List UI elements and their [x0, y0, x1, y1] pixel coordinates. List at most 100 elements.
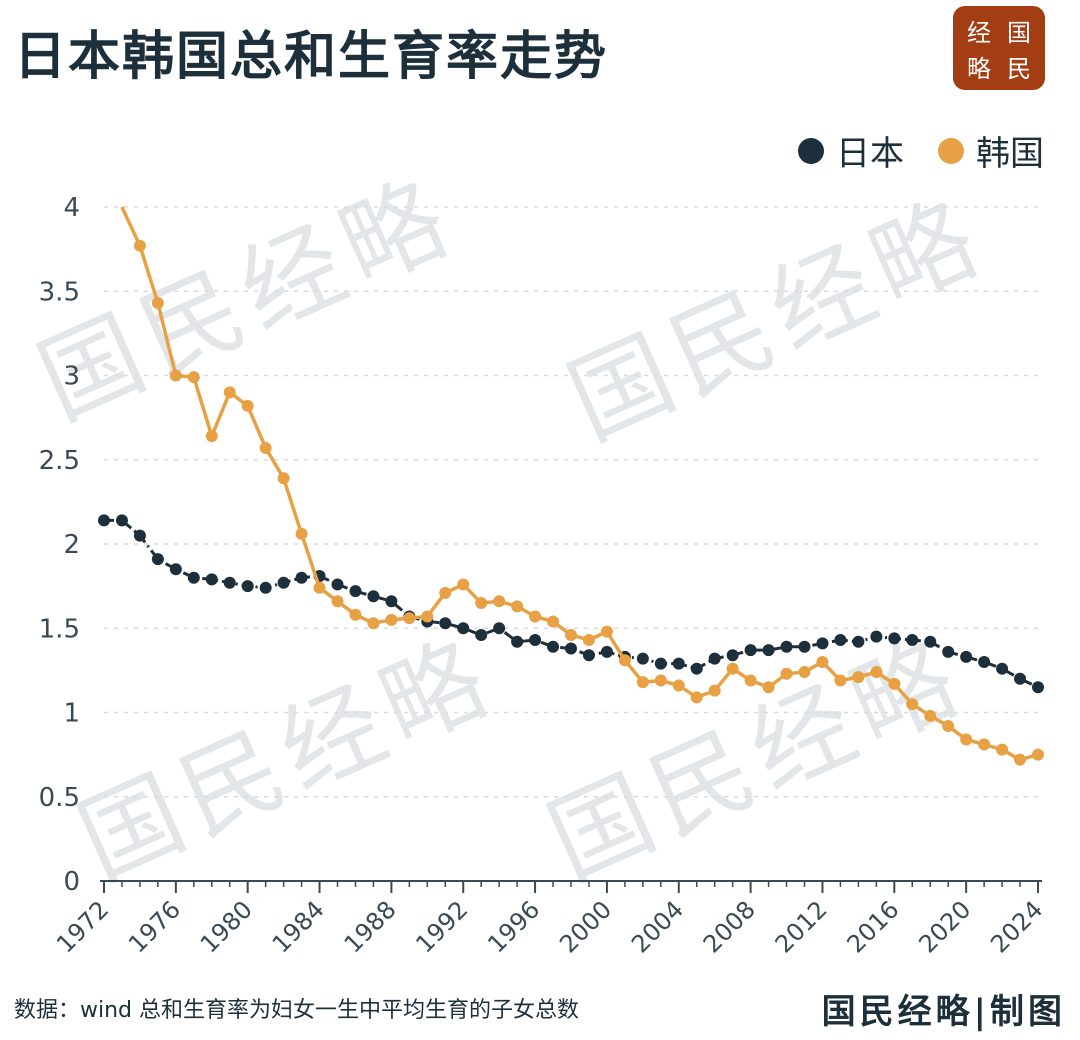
data-point: [636, 652, 649, 665]
data-point: [978, 655, 991, 668]
x-tick-label: 2008: [698, 895, 761, 958]
data-point: [1032, 681, 1044, 694]
legend-dot-icon: [938, 137, 964, 164]
data-point: [439, 586, 452, 599]
data-point: [349, 585, 362, 598]
data-point: [1014, 753, 1027, 766]
series-line: [104, 518, 1039, 689]
legend-dot-icon: [798, 137, 824, 164]
legend-item-japan: 日本: [798, 126, 904, 175]
data-point: [582, 634, 595, 647]
data-point: [493, 622, 506, 635]
x-tick-label: 2020: [913, 895, 976, 958]
data-point: [241, 580, 254, 593]
data-point: [439, 617, 452, 630]
data-point: [744, 644, 757, 657]
data-point: [259, 581, 272, 594]
data-point: [798, 666, 811, 679]
data-point: [834, 634, 847, 647]
data-point: [618, 654, 631, 667]
data-point: [259, 441, 272, 454]
data-point: [600, 645, 613, 658]
y-tick-label: 2.5: [39, 446, 80, 476]
data-point: [295, 571, 308, 584]
data-point: [493, 595, 506, 608]
x-tick-label: 1984: [267, 895, 330, 958]
data-point: [996, 662, 1009, 675]
x-tick-label: 1996: [482, 895, 545, 958]
data-point: [169, 563, 182, 576]
data-point: [798, 640, 811, 653]
data-point: [529, 634, 542, 647]
data-point: [672, 679, 685, 692]
badge-char: 经: [967, 18, 991, 47]
data-point: [762, 644, 775, 657]
data-point: [654, 657, 667, 670]
data-point: [457, 622, 470, 635]
badge-char: 国: [1007, 18, 1031, 47]
data-point: [924, 635, 937, 648]
data-point: [205, 573, 218, 586]
data-point: [385, 613, 398, 626]
data-point: [367, 617, 380, 630]
series-line: [120, 206, 1039, 762]
y-tick-label: 1: [63, 699, 80, 729]
data-point: [780, 667, 793, 680]
x-tick-label: 2012: [770, 895, 833, 958]
legend-item-korea: 韩国: [938, 126, 1044, 175]
data-point: [906, 698, 919, 711]
data-point: [223, 386, 236, 399]
data-point: [1014, 672, 1027, 685]
data-point: [870, 630, 883, 643]
data-point: [870, 666, 883, 679]
y-tick-label: 3.5: [39, 277, 80, 307]
data-point: [708, 652, 721, 665]
x-tick-label: 1980: [195, 895, 258, 958]
data-point: [511, 635, 524, 648]
data-point: [529, 610, 542, 623]
data-point: [708, 684, 721, 697]
data-point: [1032, 748, 1044, 761]
data-point: [996, 743, 1009, 756]
data-point: [906, 634, 919, 647]
data-point: [187, 371, 200, 384]
y-tick-label: 3: [63, 362, 80, 392]
data-point: [852, 671, 865, 684]
data-point: [816, 655, 829, 668]
data-point: [385, 595, 398, 608]
badge-char: 略: [967, 54, 991, 83]
data-point: [511, 600, 524, 613]
data-point: [295, 527, 308, 540]
data-point: [565, 642, 577, 655]
data-point: [816, 637, 829, 650]
data-point: [403, 612, 416, 625]
data-point: [942, 645, 955, 658]
data-point: [241, 399, 254, 412]
data-point: [133, 239, 146, 252]
y-tick-label: 2: [63, 530, 80, 560]
x-tick-label: 2000: [554, 895, 617, 958]
data-point: [475, 628, 488, 641]
legend-label: 日本: [836, 134, 904, 174]
data-point: [331, 595, 344, 608]
data-point: [133, 529, 146, 542]
data-point: [960, 650, 973, 663]
x-tick-label: 2024: [985, 895, 1048, 958]
data-point: [690, 691, 703, 704]
brand-badge: 经 国 略 民: [953, 6, 1045, 90]
data-point: [187, 571, 200, 584]
data-point: [924, 709, 937, 722]
data-point: [169, 369, 182, 382]
source-note: 数据：wind 总和生育率为妇女一生中平均生育的子女总数: [14, 998, 580, 1023]
data-point: [457, 578, 470, 591]
x-tick-label: 1988: [339, 895, 402, 958]
x-tick-label: 2016: [842, 895, 905, 958]
data-point: [115, 514, 128, 527]
badge-char: 民: [1007, 54, 1031, 83]
data-point: [726, 662, 739, 675]
data-point: [888, 677, 901, 690]
y-tick-label: 0.5: [39, 783, 80, 813]
data-point: [942, 719, 955, 732]
data-point: [960, 733, 973, 746]
